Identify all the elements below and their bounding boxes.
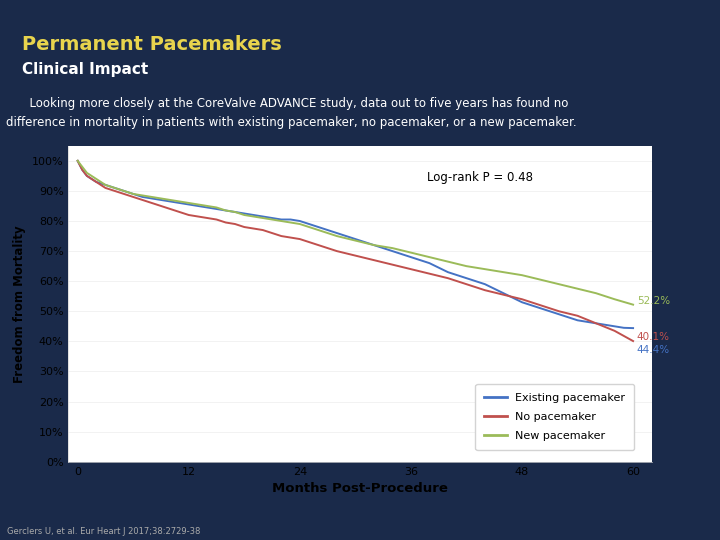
Text: Gerclers U, et al. Eur Heart J 2017;38:2729-38: Gerclers U, et al. Eur Heart J 2017;38:2…: [7, 526, 201, 536]
Text: Clinical Impact: Clinical Impact: [22, 62, 148, 77]
Text: Looking more closely at the CoreValve ADVANCE study, data out to five years has : Looking more closely at the CoreValve AD…: [22, 97, 568, 110]
Y-axis label: Freedom from Mortality: Freedom from Mortality: [14, 225, 27, 382]
Text: Permanent Pacemakers: Permanent Pacemakers: [22, 35, 282, 54]
Legend: Existing pacemaker, No pacemaker, New pacemaker: Existing pacemaker, No pacemaker, New pa…: [475, 384, 634, 450]
Text: Log-rank P = 0.48: Log-rank P = 0.48: [427, 171, 533, 184]
Text: 44.4%: 44.4%: [636, 346, 670, 355]
Text: 52.2%: 52.2%: [636, 296, 670, 306]
X-axis label: Months Post-Procedure: Months Post-Procedure: [272, 482, 448, 495]
Text: 40.1%: 40.1%: [636, 332, 670, 342]
Text: difference in mortality in patients with existing pacemaker, no pacemaker, or a : difference in mortality in patients with…: [6, 116, 577, 129]
